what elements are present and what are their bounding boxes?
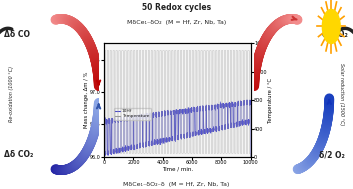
Text: MδCe₁₋δO₂  (M = Hf, Zr, Nb, Ta): MδCe₁₋δO₂ (M = Hf, Zr, Nb, Ta) — [127, 20, 226, 25]
Y-axis label: Mass change, Δm / %: Mass change, Δm / % — [84, 72, 89, 128]
Text: MδCe₁₋δO₂₋δ  (M = Hf, Zr, Nb, Ta): MδCe₁₋δO₂₋δ (M = Hf, Zr, Nb, Ta) — [123, 182, 230, 187]
Circle shape — [322, 9, 340, 43]
X-axis label: Time / min.: Time / min. — [162, 167, 193, 172]
Text: δ/2 O₂: δ/2 O₂ — [322, 29, 348, 39]
Text: Δδ CO: Δδ CO — [4, 29, 30, 39]
Text: δ/2 O₂: δ/2 O₂ — [319, 150, 345, 160]
Text: 50 Redox cycles: 50 Redox cycles — [142, 3, 211, 12]
Y-axis label: Temperature / °C: Temperature / °C — [268, 78, 273, 123]
Text: Solar reduction (1500 °C): Solar reduction (1500 °C) — [339, 63, 343, 126]
Text: Δδ CO₂: Δδ CO₂ — [4, 150, 33, 160]
Legend: 10Hf, Temperature: 10Hf, Temperature — [114, 108, 150, 120]
Text: Re-oxidation (1000 °C): Re-oxidation (1000 °C) — [10, 67, 14, 122]
